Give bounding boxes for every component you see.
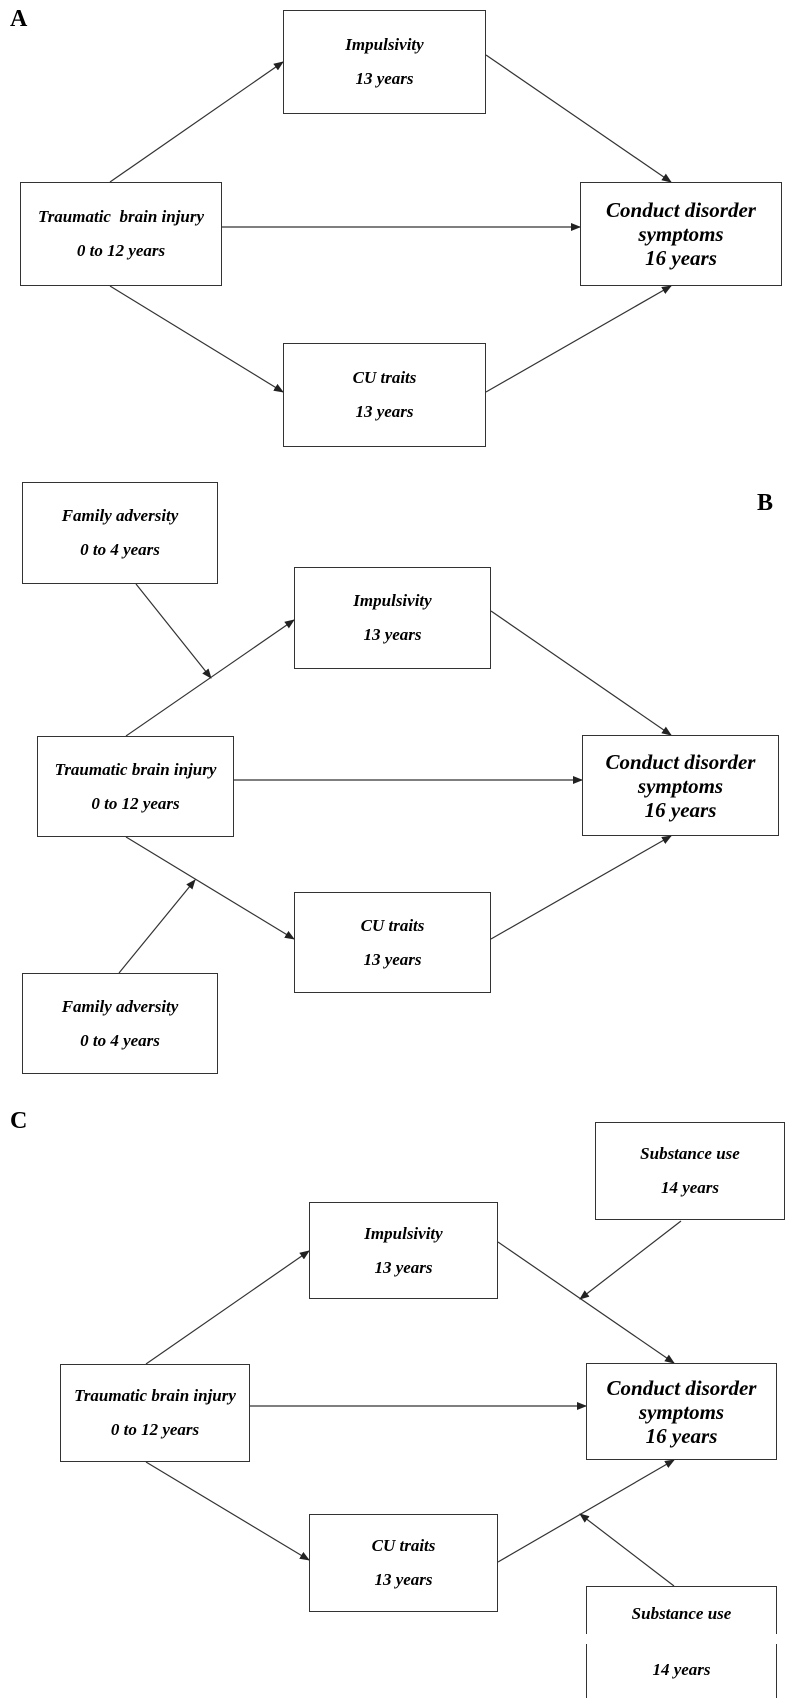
arrow-b-impulsivity-cd [490,610,672,736]
panel-label-c: C [10,1108,28,1134]
node-b-tbi: Traumatic brain injury 0 to 12 years [37,736,234,837]
node-title: CU traits [371,1536,436,1555]
arrow-c-substance-bottom-moderator [579,1513,675,1587]
node-age: 0 to 4 years [80,1030,160,1050]
node-age: 13 years [355,69,414,88]
arrow-c-tbi-cu [145,1461,310,1561]
node-age: 13 years [374,1570,433,1589]
box-top-edge [586,1586,777,1587]
node-c-cu-traits: CU traits 13 years [309,1514,498,1612]
node-c-substance-use-top: Substance use 14 years [595,1122,785,1220]
node-title: Impulsivity [345,35,424,54]
panel-label-b: B [757,490,774,516]
arrow-a-cu-cd [485,285,672,393]
arrow-b-family-top-moderator [135,583,212,679]
node-title-2: symptoms [637,773,724,798]
node-title: Substance use [640,1144,740,1163]
node-b-family-adversity-bottom: Family adversity 0 to 4 years [22,973,218,1074]
arrow-a-tbi-impulsivity [109,61,284,183]
node-b-cu-traits: CU traits 13 years [294,892,491,993]
node-title-2: symptoms [638,222,724,246]
node-age: 16 years [645,246,717,270]
node-title-2: symptoms [638,1399,725,1424]
node-a-tbi: Traumatic brain injury 0 to 12 years [20,182,222,286]
arrow-b-cu-cd [490,835,672,940]
node-b-conduct-disorder: Conduct disorder symptoms 16 years [582,735,779,836]
node-age: 13 years [363,625,422,644]
node-age: 0 to 12 years [91,793,180,813]
node-title: Conduct disorder [606,1375,757,1400]
node-title: Traumatic brain injury [74,1386,236,1405]
node-age: 16 years [644,797,717,822]
node-title: CU traits [360,915,425,935]
arrow-b-tbi-cu [125,836,295,940]
arrow-c-impulsivity-cd [497,1241,675,1364]
arrow-c-tbi-impulsivity [145,1250,310,1365]
node-b-impulsivity: Impulsivity 13 years [294,567,491,669]
node-title: Conduct disorder [605,749,756,774]
node-title: Substance use [631,1604,732,1623]
node-age: 0 to 4 years [80,540,160,559]
node-title: Family adversity [61,506,179,525]
node-age: 0 to 12 years [76,241,166,260]
arrow-c-cu-cd [497,1459,675,1563]
node-age: 13 years [355,402,414,421]
node-age: 0 to 12 years [110,1420,200,1439]
node-title: Traumatic brain injury [37,207,205,226]
node-title: Impulsivity [364,1223,443,1243]
node-a-cu-traits: CU traits 13 years [283,343,486,447]
node-age: 14 years [660,1178,720,1197]
node-c-conduct-disorder: Conduct disorder symptoms 16 years [586,1363,777,1460]
node-c-impulsivity: Impulsivity 13 years [309,1202,498,1299]
arrow-b-family-bottom-moderator [118,879,196,974]
node-age: 14 years [652,1660,711,1679]
node-title: Conduct disorder [606,198,756,222]
node-c-tbi: Traumatic brain injury 0 to 12 years [60,1364,250,1462]
node-age: 13 years [374,1257,433,1277]
panel-label-a: A [10,6,28,32]
node-title: Impulsivity [353,591,432,610]
node-age: 16 years [645,1423,718,1448]
arrow-a-tbi-cu [109,285,284,393]
node-age: 13 years [363,949,422,969]
node-title: Family adversity [61,996,179,1016]
node-title: Traumatic brain injury [54,759,217,779]
node-title: CU traits [352,368,417,387]
node-a-impulsivity: Impulsivity 13 years [283,10,486,114]
node-a-conduct-disorder: Conduct disorder symptoms 16 years [580,182,782,286]
arrow-a-impulsivity-cd [485,54,672,183]
arrow-c-substance-top-moderator [579,1220,682,1300]
node-b-family-adversity-top: Family adversity 0 to 4 years [22,482,218,584]
arrow-b-tbi-impulsivity [125,619,295,737]
box-break [585,1634,778,1644]
